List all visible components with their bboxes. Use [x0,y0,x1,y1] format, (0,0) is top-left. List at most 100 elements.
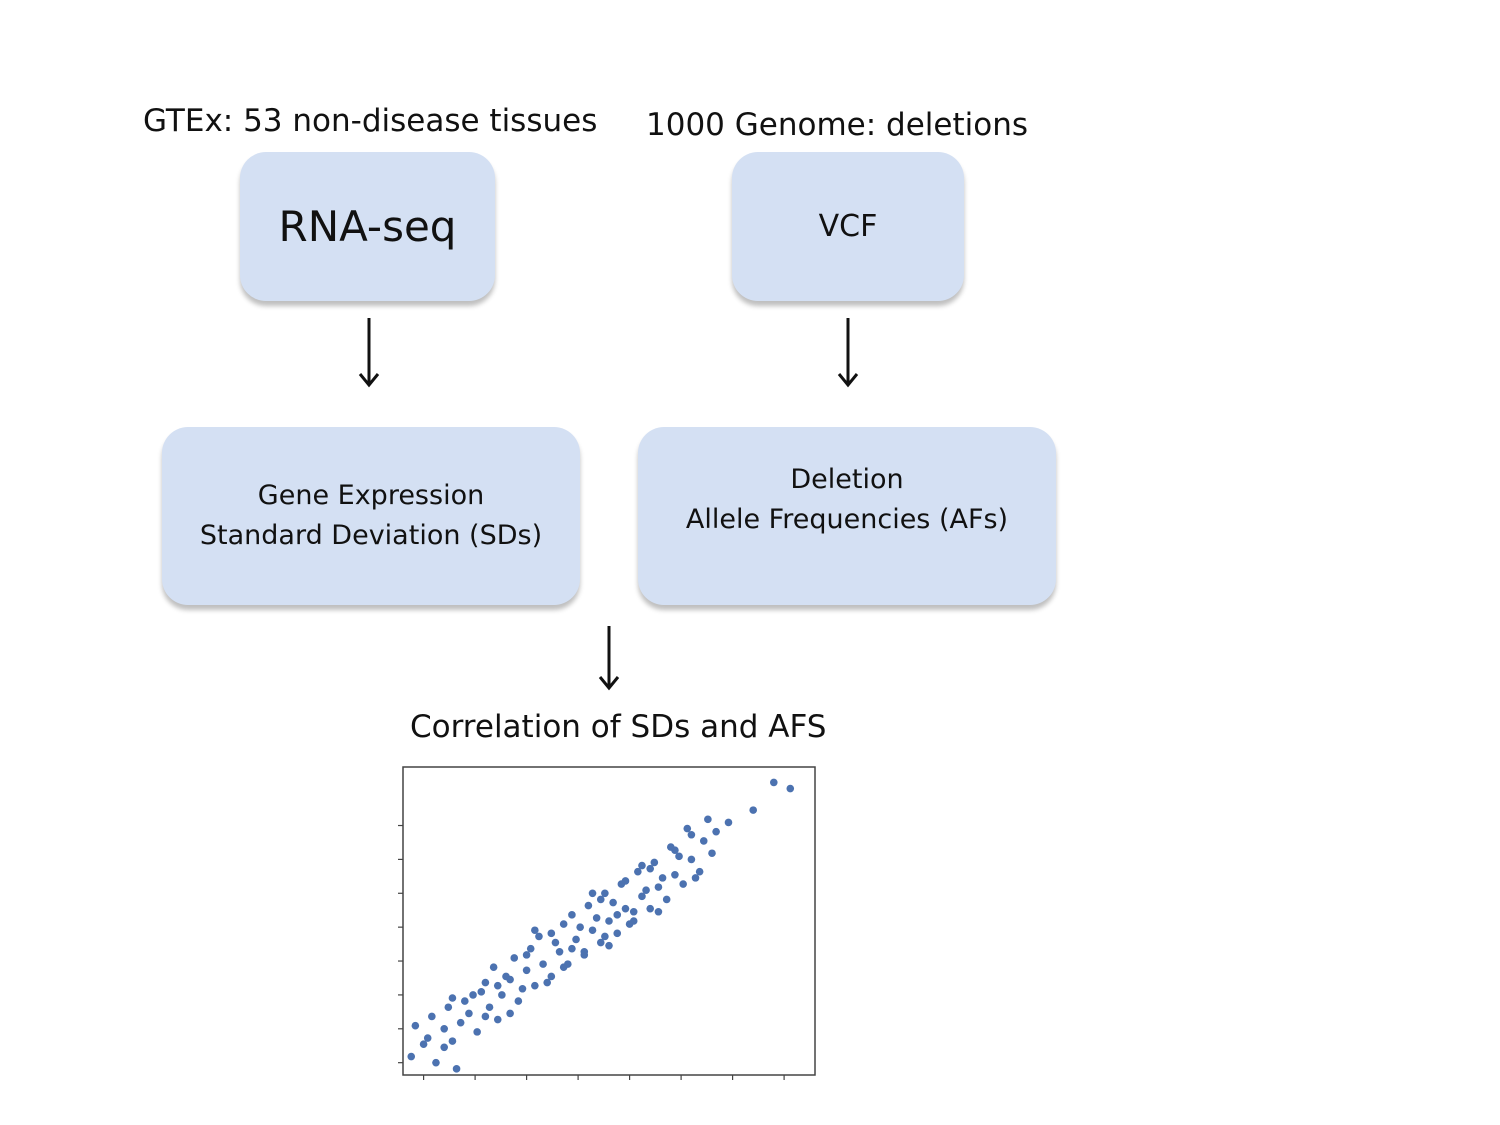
scatter-point-42 [638,892,646,901]
scatter-point-73 [469,991,477,999]
scatter-point-69 [580,951,589,959]
scatter-point-28 [535,932,543,941]
scatter-point-96 [671,846,679,854]
scatter-point-21 [489,963,498,971]
scatter-point-56 [708,849,716,858]
down-arrow-rna [358,318,380,388]
scatter-point-36 [605,917,613,925]
gene-expression-line2: Standard Deviation (SDs) [199,520,543,551]
scatter-point-76 [691,874,700,882]
scatter-point-2 [452,1065,461,1073]
scatter-point-88 [638,861,646,870]
scatter-point-91 [419,1040,428,1048]
scatter-point-86 [531,926,539,935]
scatter-point-93 [547,929,556,938]
scatter-point-55 [683,824,692,833]
deletion-line1: Deletion [790,464,904,495]
scatter-point-40 [601,889,609,898]
gene-expression-line1: Gene Expression [257,480,485,511]
scatter-point-44 [646,904,654,913]
scatter-point-45 [654,883,663,891]
scatter-point-63 [658,874,667,882]
scatter-point-5 [428,1012,436,1021]
gene-expression-box: Gene Expression Standard Deviation (SDs) [162,427,580,605]
scatter-point-65 [502,972,510,981]
scatter-point-75 [675,852,683,861]
scatter-point-51 [687,855,696,864]
scatter-point-90 [493,981,502,990]
scatter-point-12 [461,997,469,1005]
scatter-point-97 [687,830,696,839]
scatter-point-39 [621,904,630,913]
scatter-point-99 [613,911,622,919]
scatter-point-3 [432,1058,440,1067]
scatter-point-20 [522,966,531,975]
scatter-point-4 [411,1021,420,1030]
scatter-point-84 [588,889,597,898]
scatter-point-77 [704,815,712,824]
scatter-point-74 [506,1009,514,1018]
correlation-label: Correlation of SDs and AFS [410,709,827,745]
scatter-point-6 [440,1025,449,1033]
scatter-point-66 [601,932,609,941]
scatter-point-11 [473,1028,481,1036]
scatter-point-17 [498,991,506,999]
scatter-point-19 [514,997,523,1005]
scatter-point-14 [485,1003,494,1012]
scatter-point-31 [559,920,568,928]
scatter-point-94 [596,895,605,904]
scatter-point-30 [572,935,580,944]
scatter-point-1 [423,1034,432,1042]
scatter-point-38 [613,929,622,938]
scatter-point-49 [650,858,659,867]
scatter-point-13 [477,988,486,996]
scatter-point-9 [465,1009,473,1018]
scatter-point-67 [642,886,650,894]
scatter-point-59 [609,898,617,907]
plot-frame [402,766,816,1076]
scatter-point-33 [588,926,597,935]
scatter-point-61 [592,914,601,922]
scatter-point-85 [559,963,568,971]
scatter-point-22 [510,954,519,962]
vcf-label: VCF [818,208,878,244]
scatter-point-83 [605,941,613,950]
scatter-point-53 [695,867,704,876]
scatter-point-47 [662,895,671,904]
gtex-source-label: GTEx: 53 non-disease tissues [143,103,598,139]
scatter-point-71 [646,864,654,873]
scatter-point-87 [654,907,663,916]
rna-seq-box: RNA-seq [240,152,495,301]
scatter-point-57 [543,978,551,987]
scatter-point-58 [576,923,584,931]
scatter-point-46 [634,867,642,876]
scatter-point-62 [551,938,560,947]
scatter-point-95 [621,877,630,885]
scatter-point-35 [596,938,605,947]
scatter-point-25 [526,944,535,953]
scatter-point-34 [568,911,576,919]
rna-seq-label: RNA-seq [278,201,457,251]
scatter-point-64 [518,984,527,993]
deletion-box: Deletion Allele Frequencies (AFs) [638,427,1056,605]
scatter-point-92 [440,1043,449,1052]
scatter-point-26 [547,972,556,981]
down-arrow-result [598,626,620,691]
scatter-point-70 [629,907,638,916]
scatter-point-0 [407,1052,416,1061]
deletion-line2: Allele Frequencies (AFs) [685,504,1009,535]
down-arrow-vcf [837,318,859,388]
scatter-point-89 [448,994,457,1002]
scatter-point-16 [481,978,490,987]
scatter-point-72 [481,1012,490,1021]
vcf-box: VCF [732,152,964,301]
scatter-point-10 [444,1003,453,1012]
scatter-point-60 [625,920,634,928]
scatter-point-78 [712,827,720,836]
scatter-point-7 [448,1037,457,1045]
scatter-point-54 [699,837,708,845]
scatter-point-68 [522,951,531,959]
scatter-point-82 [786,784,795,793]
scatter-point-98 [568,944,576,953]
